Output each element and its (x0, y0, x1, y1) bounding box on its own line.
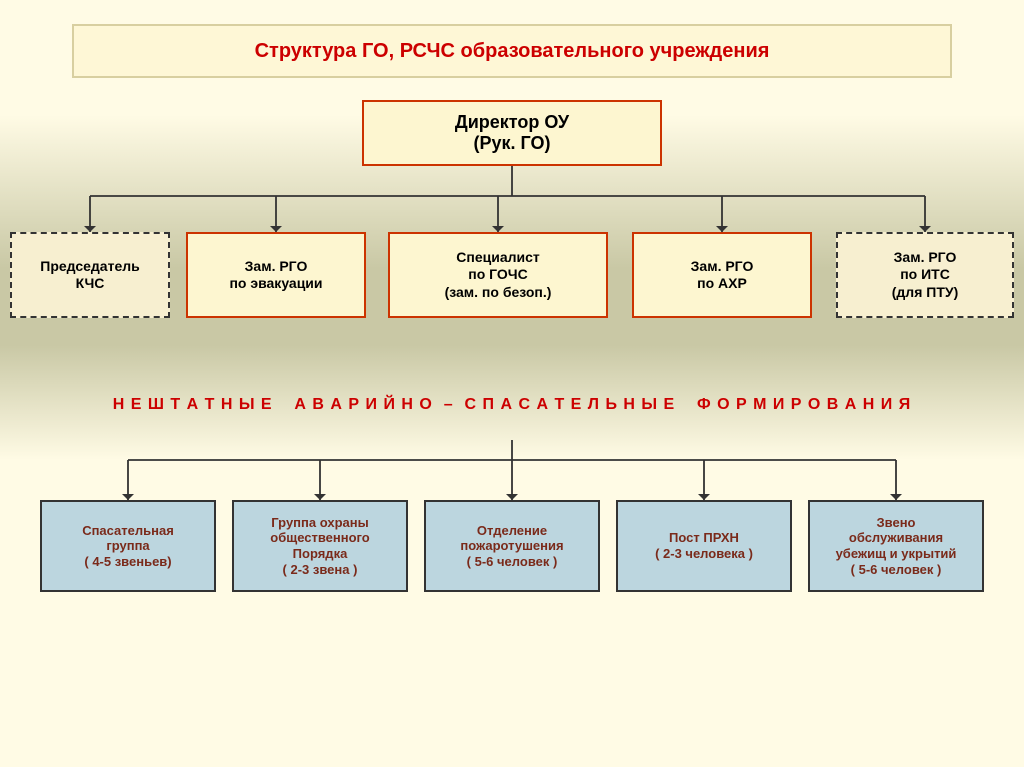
director-line2: (Рук. ГО) (474, 133, 551, 154)
row2-0-l2: группа (106, 538, 149, 554)
row1-4-l2: по ИТС (900, 266, 950, 284)
row1-3-l1: Зам. РГО (691, 258, 754, 276)
row1-0-l1: Председатель (40, 258, 140, 276)
row2-box-1: Группа охраны общественного Порядка ( 2-… (232, 500, 408, 592)
row2-0-l3: ( 4-5 звеньев) (84, 554, 171, 570)
row1-box-4: Зам. РГО по ИТС (для ПТУ) (836, 232, 1014, 318)
row2-1-l3: Порядка (293, 546, 348, 562)
row1-2-l2: по ГОЧС (468, 266, 528, 284)
row2-4-l1: Звено (877, 515, 916, 531)
row1-1-l1: Зам. РГО (245, 258, 308, 276)
banner-text: Н Е Ш Т А Т Н Ы Е А В А Р И Й Н О – С П … (0, 390, 1024, 420)
row2-1-l4: ( 2-3 звена ) (283, 562, 358, 578)
row2-1-l1: Группа охраны (271, 515, 368, 531)
row1-box-3: Зам. РГО по АХР (632, 232, 812, 318)
row1-2-l3: (зам. по безоп.) (445, 284, 552, 302)
banner-span: Н Е Ш Т А Т Н Ы Е А В А Р И Й Н О – С П … (113, 396, 912, 414)
director-box: Директор ОУ (Рук. ГО) (362, 100, 662, 166)
row1-0-l2: КЧС (76, 275, 105, 293)
row1-2-l1: Специалист (456, 249, 540, 267)
row2-box-3: Пост ПРХН ( 2-3 человека ) (616, 500, 792, 592)
row2-4-l2: обслуживания (849, 530, 943, 546)
row2-0-l1: Спасательная (82, 523, 174, 539)
row2-3-l1: Пост ПРХН (669, 530, 739, 546)
row2-2-l2: пожаротушения (460, 538, 563, 554)
director-line1: Директор ОУ (455, 112, 569, 133)
row2-4-l3: убежищ и укрытий (836, 546, 957, 562)
row2-2-l3: ( 5-6 человек ) (467, 554, 558, 570)
row1-box-1: Зам. РГО по эвакуации (186, 232, 366, 318)
row2-box-0: Спасательная группа ( 4-5 звеньев) (40, 500, 216, 592)
row1-1-l2: по эвакуации (229, 275, 322, 293)
row2-box-4: Звено обслуживания убежищ и укрытий ( 5-… (808, 500, 984, 592)
row1-box-2: Специалист по ГОЧС (зам. по безоп.) (388, 232, 608, 318)
title-text: Структура ГО, РСЧС образовательного учре… (255, 40, 770, 63)
row1-3-l2: по АХР (697, 275, 747, 293)
row1-4-l3: (для ПТУ) (892, 284, 959, 302)
row1-box-0: Председатель КЧС (10, 232, 170, 318)
row2-4-l4: ( 5-6 человек ) (851, 562, 942, 578)
row2-1-l2: общественного (270, 530, 369, 546)
page-title: Структура ГО, РСЧС образовательного учре… (72, 24, 952, 78)
row2-box-2: Отделение пожаротушения ( 5-6 человек ) (424, 500, 600, 592)
row2-2-l1: Отделение (477, 523, 547, 539)
row2-3-l2: ( 2-3 человека ) (655, 546, 753, 562)
row1-4-l1: Зам. РГО (894, 249, 957, 267)
